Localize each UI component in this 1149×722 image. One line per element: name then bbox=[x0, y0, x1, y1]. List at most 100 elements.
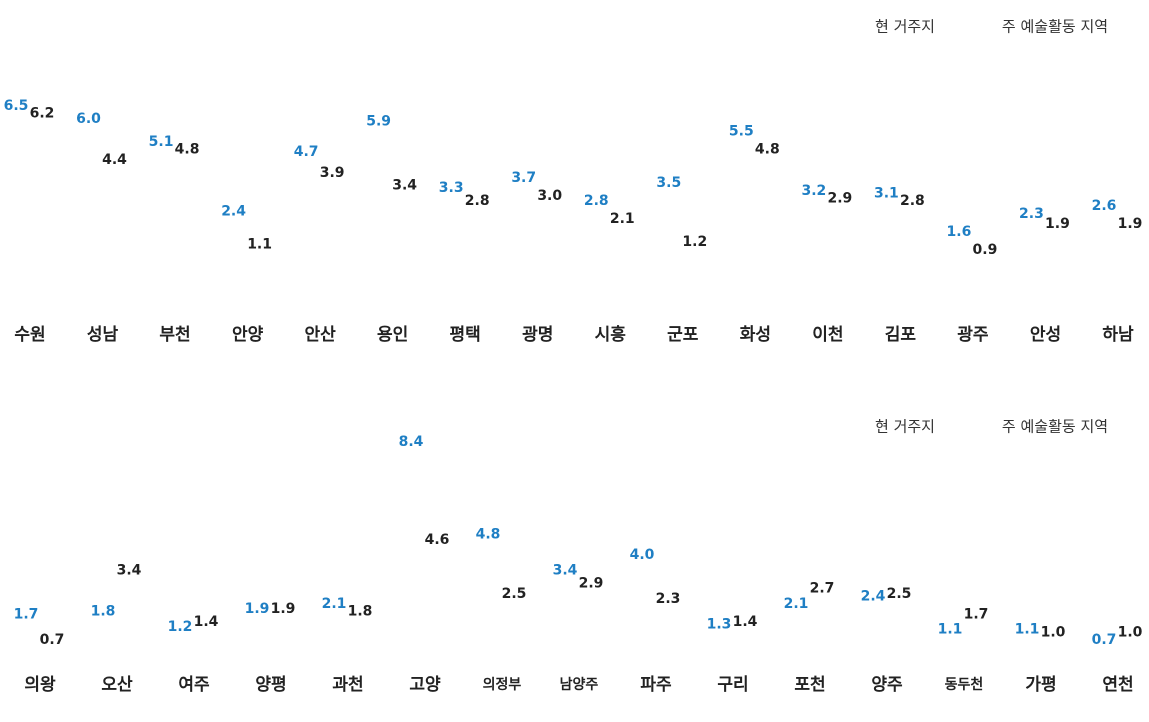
bar bbox=[371, 131, 387, 283]
value-label: 2.9 bbox=[579, 575, 604, 591]
bar bbox=[403, 452, 419, 668]
bar bbox=[198, 632, 214, 668]
value-label: 1.2 bbox=[682, 234, 707, 250]
x-tick-label: 이천 bbox=[812, 325, 843, 345]
x-tick-label: 광명 bbox=[522, 325, 553, 345]
value-label: 6.2 bbox=[30, 106, 55, 122]
value-label: 1.9 bbox=[271, 601, 296, 617]
value-label: 2.5 bbox=[502, 586, 527, 602]
bar bbox=[506, 604, 522, 668]
value-label: 2.4 bbox=[221, 203, 246, 219]
x-tick-label: 성남 bbox=[87, 325, 119, 345]
bar bbox=[153, 152, 169, 283]
value-label: 1.0 bbox=[1041, 624, 1066, 640]
value-label: 4.4 bbox=[102, 152, 127, 168]
x-tick-label: 시흥 bbox=[595, 324, 627, 345]
bar bbox=[352, 622, 368, 668]
value-label: 2.9 bbox=[827, 190, 852, 206]
bar bbox=[44, 650, 60, 668]
bar bbox=[1045, 642, 1061, 668]
bar bbox=[588, 211, 604, 283]
value-label: 3.4 bbox=[392, 178, 417, 194]
bar bbox=[951, 242, 967, 283]
x-tick-label: 안성 bbox=[1030, 325, 1061, 345]
value-label: 3.3 bbox=[439, 180, 464, 196]
value-label: 2.1 bbox=[322, 596, 347, 612]
bar bbox=[1122, 234, 1138, 283]
bar bbox=[660, 609, 676, 668]
value-label: 1.4 bbox=[194, 614, 219, 630]
value-label: 4.8 bbox=[476, 527, 501, 543]
value-label: 2.7 bbox=[810, 581, 835, 597]
bar bbox=[1096, 216, 1112, 283]
x-tick-label: 하남 bbox=[1102, 325, 1134, 345]
value-label: 1.9 bbox=[1118, 216, 1143, 232]
value-label: 3.1 bbox=[874, 185, 899, 201]
bar bbox=[249, 619, 265, 668]
bar bbox=[968, 624, 984, 668]
x-tick-label: 오산 bbox=[101, 675, 133, 695]
bar bbox=[1096, 650, 1112, 668]
x-tick-label: 동두천 bbox=[945, 677, 984, 693]
value-label: 4.6 bbox=[425, 532, 450, 548]
value-label: 2.6 bbox=[1092, 198, 1117, 214]
bar bbox=[878, 203, 894, 283]
bar bbox=[661, 193, 677, 283]
value-label: 3.0 bbox=[537, 188, 562, 204]
value-label: 0.7 bbox=[40, 632, 65, 648]
value-label: 1.0 bbox=[1118, 624, 1143, 640]
bar bbox=[832, 208, 848, 283]
value-label: 3.4 bbox=[553, 563, 578, 579]
x-tick-label: 구리 bbox=[717, 675, 748, 695]
value-label: 4.0 bbox=[630, 547, 655, 563]
bar bbox=[81, 129, 97, 283]
value-label: 5.9 bbox=[366, 113, 391, 129]
value-label: 2.1 bbox=[610, 211, 635, 227]
x-tick-label: 용인 bbox=[377, 325, 408, 345]
x-tick-label: 양평 bbox=[255, 675, 286, 695]
bar bbox=[8, 116, 24, 283]
value-label: 1.9 bbox=[245, 601, 270, 617]
value-label: 2.3 bbox=[1019, 206, 1044, 222]
x-tick-label: 평택 bbox=[450, 325, 481, 345]
bar bbox=[687, 252, 703, 283]
legend-label: 현 거주지 bbox=[875, 18, 935, 36]
bar bbox=[614, 229, 630, 283]
value-label: 2.5 bbox=[887, 586, 912, 602]
bar bbox=[583, 593, 599, 668]
value-label: 1.1 bbox=[247, 237, 272, 253]
value-label: 2.3 bbox=[656, 591, 681, 607]
value-label: 0.9 bbox=[973, 242, 998, 258]
value-label: 5.5 bbox=[729, 124, 754, 140]
value-label: 1.1 bbox=[938, 622, 963, 638]
value-label: 6.0 bbox=[76, 111, 101, 127]
value-label: 1.9 bbox=[1045, 216, 1070, 232]
x-tick-label: 수원 bbox=[14, 325, 45, 345]
value-label: 3.7 bbox=[511, 170, 536, 186]
x-tick-label: 의정부 bbox=[483, 676, 522, 693]
value-label: 0.7 bbox=[1092, 632, 1117, 648]
value-label: 3.9 bbox=[320, 165, 345, 181]
bar bbox=[711, 635, 727, 668]
bar bbox=[226, 221, 242, 283]
bar bbox=[1122, 642, 1138, 668]
bar bbox=[733, 142, 749, 283]
value-label: 4.8 bbox=[175, 142, 200, 158]
bar bbox=[179, 160, 195, 283]
value-label: 1.2 bbox=[168, 619, 193, 635]
bar bbox=[469, 211, 485, 283]
bar bbox=[326, 614, 342, 668]
bar bbox=[275, 619, 291, 668]
value-label: 5.1 bbox=[149, 134, 174, 150]
value-label: 1.7 bbox=[14, 606, 39, 622]
x-tick-label: 의왕 bbox=[24, 675, 56, 695]
value-label: 1.4 bbox=[733, 614, 758, 630]
bar bbox=[516, 188, 532, 283]
x-tick-label: 여주 bbox=[178, 675, 210, 695]
bar bbox=[298, 162, 314, 283]
x-tick-label: 김포 bbox=[885, 325, 917, 345]
x-tick-label: 안산 bbox=[304, 325, 336, 345]
value-label: 1.8 bbox=[348, 604, 373, 620]
value-label: 1.1 bbox=[1015, 622, 1040, 638]
